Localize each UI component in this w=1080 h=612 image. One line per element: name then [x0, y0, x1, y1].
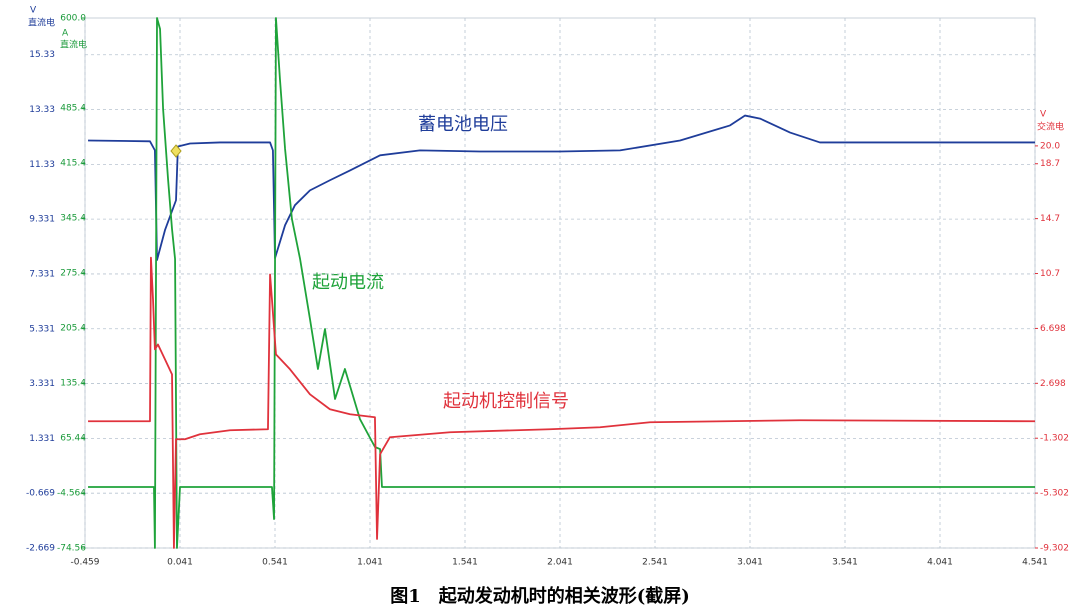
y3-tick-label: 20.0	[1040, 141, 1060, 151]
x-tick-label: 4.541	[1022, 558, 1048, 568]
y-tick-label: -0.669	[26, 489, 55, 499]
y3-tick-label: 14.7	[1040, 214, 1060, 224]
x-tick-label: 0.541	[262, 558, 288, 568]
y-tick-label: 15.33	[29, 50, 55, 60]
y3-label: 交流电	[1037, 121, 1064, 133]
x-tick-label: 0.041	[167, 558, 193, 568]
y3-tick-label: 10.7	[1040, 269, 1060, 279]
x-tick-label: 2.541	[642, 558, 668, 568]
y3-tick-label: 2.698	[1040, 379, 1066, 389]
y2-tick-label: 345.4	[60, 214, 86, 224]
y-tick-label: 5.331	[29, 324, 55, 334]
y-tick-label: 9.331	[29, 215, 55, 225]
y3-unit: V	[1040, 110, 1047, 120]
y-unit: V	[30, 6, 37, 16]
y3-tick-label: -5.302	[1040, 489, 1069, 499]
y-tick-label: 1.331	[29, 434, 55, 444]
y-tick-label: 3.331	[29, 379, 55, 389]
series-line	[88, 256, 1036, 549]
y2-tick-label: -4.564	[57, 489, 86, 499]
plot-marks	[82, 17, 1038, 549]
series-annotation: 蓄电池电压	[418, 114, 508, 135]
x-tick-label: 3.041	[737, 558, 763, 568]
y-tick-label: 11.33	[29, 160, 55, 170]
x-tick-label: 1.541	[452, 558, 478, 568]
y2-tick-label: 275.4	[60, 269, 86, 279]
y2-tick-label: 485.4	[60, 104, 86, 114]
y2-tick-label: 135.4	[60, 379, 86, 389]
x-tick-label: -0.459	[70, 558, 99, 568]
y3-tick-label: 18.7	[1040, 159, 1060, 169]
y2-tick-label: 600.0	[60, 14, 86, 24]
y2-tick-label: 205.4	[60, 324, 86, 334]
x-tick-label: 4.041	[927, 558, 953, 568]
y-tick-label: 13.33	[29, 105, 55, 115]
series-line	[88, 114, 1035, 261]
cursor-marker	[170, 144, 182, 158]
caption: 图1 起动发动机时的相关波形(截屏)	[390, 585, 690, 607]
x-tick-label: 2.041	[547, 558, 573, 568]
series-line	[88, 17, 1035, 549]
y3-tick-label: -9.302	[1040, 544, 1069, 554]
x-tick-label: 1.041	[357, 558, 383, 568]
y2-tick-label: -74.56	[57, 544, 86, 554]
x-tick-label: 3.541	[832, 558, 858, 568]
y-tick-label: 7.331	[29, 269, 55, 279]
y-label: 直流电	[28, 17, 55, 29]
y3-tick-label: 6.698	[1040, 324, 1066, 334]
y2-unit: A	[62, 29, 69, 39]
series-annotation: 起动电流	[312, 272, 384, 293]
y2-label: 直流电	[60, 39, 87, 51]
y3-tick-label: -1.302	[1040, 434, 1069, 444]
series-annotation: 起动机控制信号	[443, 391, 569, 412]
y2-tick-label: 415.4	[60, 159, 86, 169]
y2-tick-label: 65.44	[60, 434, 86, 444]
y-tick-label: -2.669	[26, 544, 55, 554]
